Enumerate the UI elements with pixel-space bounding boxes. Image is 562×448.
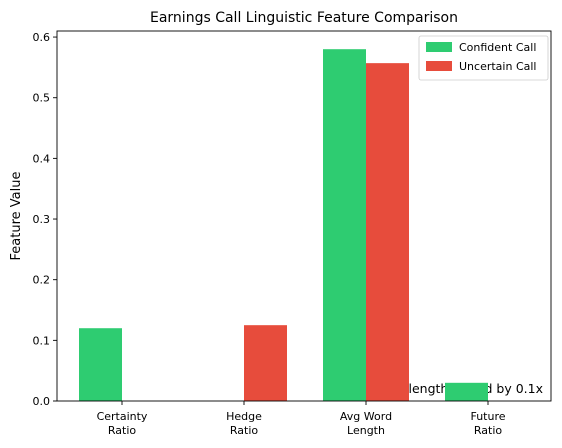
chart-title: Earnings Call Linguistic Feature Compari… [150,10,458,26]
x-tick-label: Hedge Ratio [226,410,262,437]
y-tick-label: 0.3 [33,213,51,226]
bar-confident-call-1 [79,328,122,401]
y-tick-label: 0.4 [33,152,51,165]
y-axis-title: Feature Value [9,172,24,261]
y-tick-label: 0.0 [33,395,51,408]
y-tick-label: 0.1 [33,334,51,347]
x-tick-label: Future Ratio [470,410,505,437]
bar-uncertain-call-2 [244,325,287,401]
legend: Confident Call Uncertain Call [418,35,549,81]
bar-confident-call-3 [323,49,366,402]
y-tick-label: 0.2 [33,274,51,287]
legend-label: Uncertain Call [459,60,536,73]
legend-swatch [426,61,452,71]
y-tick-label: 0.6 [33,31,51,44]
bar-confident-call-4 [445,382,488,401]
bars-layer [79,49,488,402]
plot-frame [56,30,552,402]
y-tick-label: 0.5 [33,92,51,105]
axes-layer: 0.0 0.1 0.2 0.3 0.4 0.5 0.6 Certainty Ratio Hedge… [33,30,552,437]
x-tick-label: Avg Word Length [340,410,392,437]
bar-uncertain-call-3 [366,63,409,401]
legend-label: Confident Call [459,41,536,54]
legend-swatch [426,42,452,52]
x-tick-label: Certainty Ratio [97,410,148,437]
